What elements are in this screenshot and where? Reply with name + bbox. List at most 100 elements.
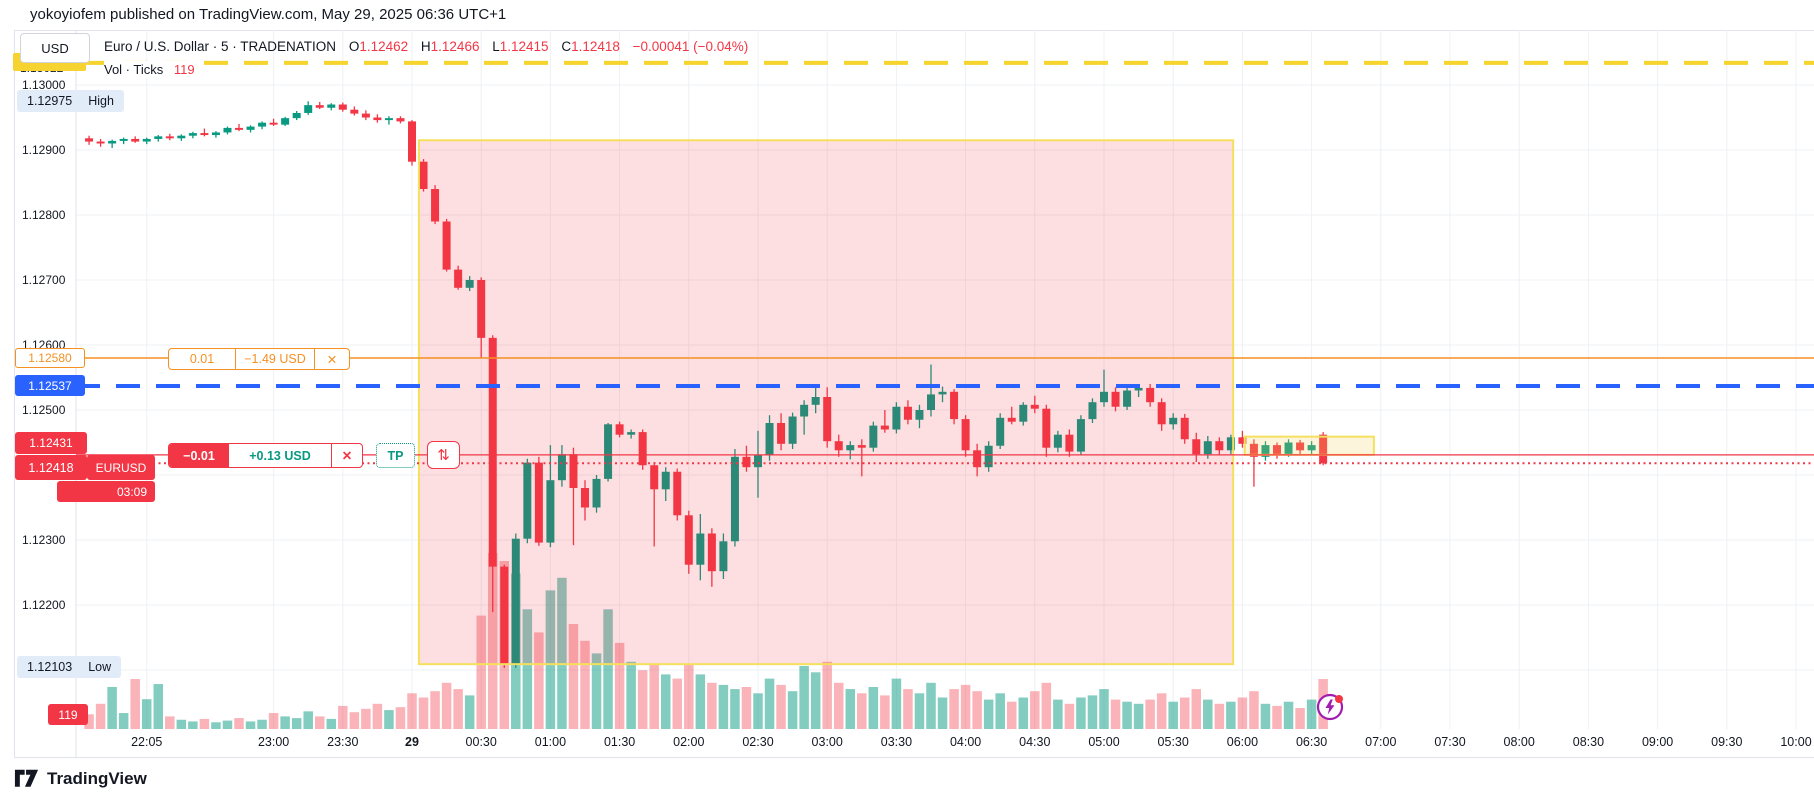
volume-indicator-value: 119 [173, 62, 195, 77]
candle-body [442, 221, 451, 270]
candle-body [996, 417, 1005, 446]
volume-bar [338, 705, 348, 729]
candle-body [1030, 404, 1039, 409]
volume-bar [741, 687, 752, 729]
volume-bar [222, 720, 233, 729]
candle-body [465, 280, 474, 288]
volume-bar [1156, 693, 1167, 729]
time-tick-label: 01:00 [534, 735, 567, 749]
candle-body [327, 104, 336, 108]
volume-bar [718, 684, 729, 729]
red-position-qty[interactable]: −0.01 [169, 444, 229, 467]
candle-body [1180, 417, 1189, 440]
open-label: O [348, 39, 360, 54]
volume-bar [545, 590, 556, 729]
volume-bar [245, 721, 256, 729]
volume-bar [476, 615, 486, 729]
volume-bar [845, 689, 856, 729]
candle-body [1284, 442, 1293, 455]
tp-zone[interactable] [1243, 435, 1375, 456]
volume-bar [395, 707, 406, 729]
highlight-zone[interactable] [417, 139, 1235, 666]
candle-body [1238, 437, 1247, 444]
candle-body [742, 456, 751, 468]
volume-bar [165, 716, 175, 729]
volume-bar [637, 670, 648, 729]
reverse-position-button[interactable]: ⇅ [427, 441, 460, 469]
volume-bar [1168, 701, 1178, 729]
candle-body [892, 406, 901, 430]
blue-line-price-label: 1.12537 [15, 375, 85, 396]
candle-body [315, 105, 324, 108]
candle-body [638, 432, 647, 466]
close-label: C [561, 39, 572, 54]
volume-bar [453, 689, 463, 729]
volume-bar [1030, 691, 1040, 729]
candle-body [961, 419, 970, 451]
time-tick-label: 02:00 [673, 735, 705, 749]
volume-bar [591, 653, 602, 729]
time-tick-label: 03:00 [811, 735, 843, 749]
volume-bar [326, 718, 337, 729]
tradingview-logo[interactable]: TradingView [14, 768, 147, 789]
volume-bar [1214, 703, 1225, 729]
volume-bar [1110, 699, 1121, 729]
orange-position-qty[interactable]: 0.01 [169, 349, 236, 369]
candle-body [684, 515, 693, 565]
time-tick-label: 08:30 [1572, 735, 1605, 749]
low-value: 1.12415 [499, 39, 549, 54]
high-price-badge: 1.12975 High [17, 90, 124, 112]
candle-body [984, 445, 993, 468]
volume-bar [280, 716, 290, 729]
candle-body [1007, 417, 1016, 422]
candle-body [1273, 445, 1282, 455]
change-value: −0.00041 (−0.04%) [632, 39, 749, 54]
volume-bar [314, 716, 325, 729]
candle-body [396, 118, 405, 122]
price-tick-label: 1.12800 [22, 208, 66, 222]
volume-bar [1295, 708, 1305, 729]
volume-bar [303, 711, 313, 729]
candle-body [477, 280, 486, 338]
volume-bar [799, 666, 809, 729]
orange-position-pill[interactable]: 0.01 −1.49 USD ✕ [168, 348, 350, 370]
volume-bar [487, 553, 498, 729]
time-tick-label: 04:00 [949, 735, 982, 749]
candle-body [350, 109, 359, 114]
time-tick-label: 04:30 [1019, 735, 1051, 749]
volume-bar [672, 678, 683, 729]
candle-body [823, 397, 832, 442]
candle-body [880, 425, 889, 430]
volume-bar [764, 678, 775, 729]
chart-frame [14, 30, 1814, 758]
quick-trade-button[interactable] [1316, 693, 1344, 721]
volume-bar [695, 674, 706, 729]
symbol-legend[interactable]: Euro / U.S. Dollar · 5 · TRADENATION O1.… [104, 39, 748, 54]
volume-bar [822, 661, 832, 729]
red-position-close-icon[interactable]: ✕ [341, 449, 353, 463]
red-position-pill[interactable]: −0.01 +0.13 USD ✕ [168, 443, 363, 468]
volume-bar [268, 713, 279, 729]
currency-unit-button[interactable]: USD [20, 33, 90, 63]
candle-body [1134, 387, 1143, 391]
volume-bar [1191, 689, 1202, 729]
tradingview-logo-icon [14, 769, 39, 787]
volume-bar [1122, 701, 1132, 729]
candle-body [719, 541, 728, 572]
volume-bar [384, 710, 394, 729]
candle-body [384, 118, 393, 121]
candle-body [938, 391, 947, 395]
take-profit-button[interactable]: TP [376, 443, 415, 468]
volume-bar [626, 661, 636, 729]
candle-body [258, 122, 267, 127]
volume-bar [118, 713, 129, 729]
orange-position-close-icon[interactable]: ✕ [326, 352, 338, 367]
volume-legend[interactable]: Vol · Ticks 119 [104, 61, 199, 78]
volume-bar [833, 682, 844, 729]
volume-bar [926, 682, 936, 729]
candle-body [269, 122, 278, 125]
volume-bar [603, 609, 613, 729]
volume-bar [188, 721, 198, 729]
